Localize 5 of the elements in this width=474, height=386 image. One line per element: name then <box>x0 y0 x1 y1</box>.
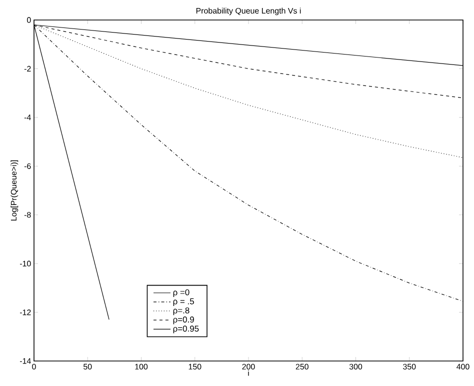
legend-label: ρ =0 <box>173 289 190 297</box>
legend-label: ρ=.8 <box>173 307 190 316</box>
legend-label: ρ=0.95 <box>173 326 199 334</box>
legend-label: ρ=0.9 <box>173 316 194 324</box>
legend-label: ρ = .5 <box>173 298 194 306</box>
